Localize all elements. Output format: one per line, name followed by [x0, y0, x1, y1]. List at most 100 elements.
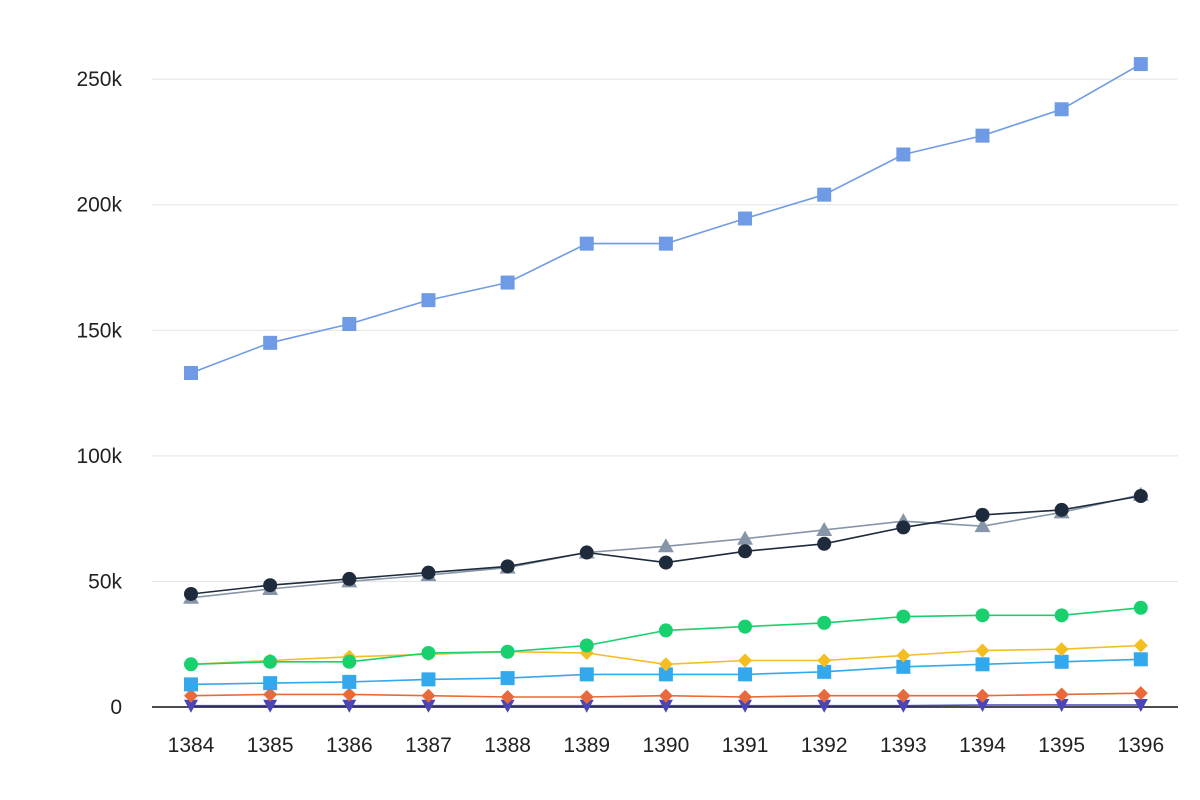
series-7: [184, 686, 1148, 704]
data-point: [263, 654, 278, 669]
series-4: [184, 600, 1148, 672]
data-point: [1133, 652, 1148, 667]
series-line: [190, 63, 1142, 374]
data-point: [1054, 608, 1069, 623]
data-point: [658, 623, 673, 638]
data-point: [1054, 642, 1069, 657]
data-point: [658, 657, 673, 672]
data-point: [579, 699, 594, 713]
data-point: [738, 653, 753, 668]
data-point: [342, 654, 357, 669]
data-point: [896, 147, 911, 162]
data-point: [184, 586, 198, 601]
data-point: [263, 699, 278, 713]
data-point: [421, 672, 436, 687]
data-point: [896, 659, 911, 674]
data-point: [184, 365, 198, 380]
y-tick-label: 50k: [88, 570, 122, 593]
data-point: [658, 688, 673, 703]
data-point: [263, 578, 278, 593]
data-point: [184, 677, 198, 692]
data-point: [184, 699, 198, 713]
data-point: [184, 688, 198, 703]
data-point: [184, 657, 198, 672]
data-point: [342, 317, 357, 332]
data-point: [1054, 698, 1069, 712]
data-point: [975, 688, 990, 703]
gridlines: [152, 78, 1178, 582]
data-point: [975, 608, 990, 623]
y-axis-ticks: 0 50k 100k 150k 200k 250k: [76, 68, 122, 719]
data-point: [500, 689, 515, 704]
data-point: [1054, 502, 1069, 517]
data-point: [421, 688, 436, 703]
data-point: [421, 699, 436, 713]
data-point: [975, 643, 990, 658]
y-tick-label: 100k: [76, 445, 122, 468]
data-point: [421, 565, 436, 580]
x-tick-label: 1389: [563, 734, 610, 757]
data-point: [1133, 57, 1148, 72]
y-tick-label: 200k: [76, 194, 122, 217]
x-tick-label: 1390: [643, 734, 690, 757]
x-tick-label: 1391: [722, 734, 769, 757]
y-tick-label: 250k: [76, 68, 122, 91]
data-point: [579, 638, 594, 653]
data-point: [817, 699, 832, 713]
series-8: [184, 698, 1148, 713]
data-point: [738, 619, 753, 634]
data-point: [896, 520, 911, 535]
data-point: [896, 699, 911, 713]
data-point: [579, 545, 594, 560]
data-point: [896, 609, 911, 624]
x-tick-label: 1392: [801, 734, 848, 757]
x-tick-label: 1384: [168, 734, 215, 757]
data-point: [579, 667, 594, 682]
series-2: [184, 489, 1148, 601]
x-tick-label: 1394: [959, 734, 1006, 757]
data-point: [817, 536, 832, 551]
data-point: [896, 648, 911, 663]
data-point: [817, 615, 832, 630]
data-point: [342, 674, 357, 689]
data-point: [738, 689, 753, 704]
series-3: [183, 486, 1149, 604]
x-tick-label: 1387: [405, 734, 452, 757]
data-point: [1133, 489, 1148, 504]
x-tick-label: 1385: [247, 734, 294, 757]
y-tick-label: 150k: [76, 319, 122, 342]
data-point: [1133, 600, 1148, 615]
data-point: [974, 518, 991, 533]
data-point: [1054, 102, 1069, 117]
data-point: [500, 699, 515, 713]
data-point: [817, 653, 832, 668]
data-point: [737, 530, 754, 545]
x-tick-label: 1386: [326, 734, 373, 757]
data-point: [500, 671, 515, 686]
x-tick-label: 1388: [484, 734, 531, 757]
data-point: [1133, 638, 1148, 653]
data-point: [579, 236, 594, 251]
data-point: [500, 275, 515, 290]
data-point: [1133, 686, 1148, 701]
data-point: [1133, 698, 1148, 712]
x-tick-label: 1393: [880, 734, 927, 757]
data-point: [263, 335, 278, 350]
x-tick-label: 1395: [1038, 734, 1085, 757]
data-point: [342, 687, 357, 702]
data-point: [342, 571, 357, 586]
data-point: [658, 555, 673, 570]
series-5: [184, 638, 1148, 672]
data-point: [1054, 654, 1069, 669]
data-point: [975, 698, 990, 712]
data-point: [975, 128, 990, 143]
data-point: [738, 699, 753, 713]
series-1: [184, 57, 1148, 380]
x-tick-label: 1396: [1117, 734, 1164, 757]
data-point: [658, 699, 673, 713]
data-point: [738, 211, 753, 226]
data-point: [263, 676, 278, 691]
data-point: [500, 559, 515, 574]
